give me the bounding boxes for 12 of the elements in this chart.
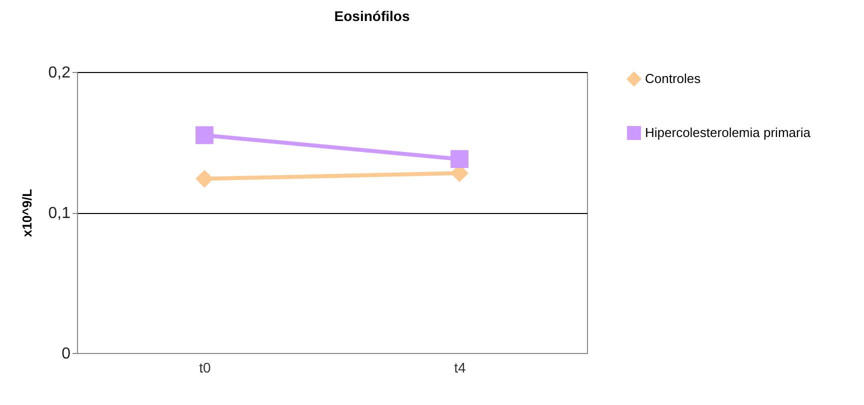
point [196,126,214,144]
x-tick-label: t4 [454,360,466,376]
y-tick-label: 0,1 [48,205,71,222]
y-tick-label: 0,2 [48,64,71,82]
legend-label: Controles [645,71,702,86]
y-axis-title: x10^9/L [19,188,34,238]
point [196,170,214,188]
legend-label: Hipercolesterolemia primaria [645,125,812,140]
y-tick-label: 0 [62,346,71,362]
x-tick-label: t0 [199,360,212,376]
chart-title: Eosinófilos [334,8,410,24]
point [450,150,468,168]
